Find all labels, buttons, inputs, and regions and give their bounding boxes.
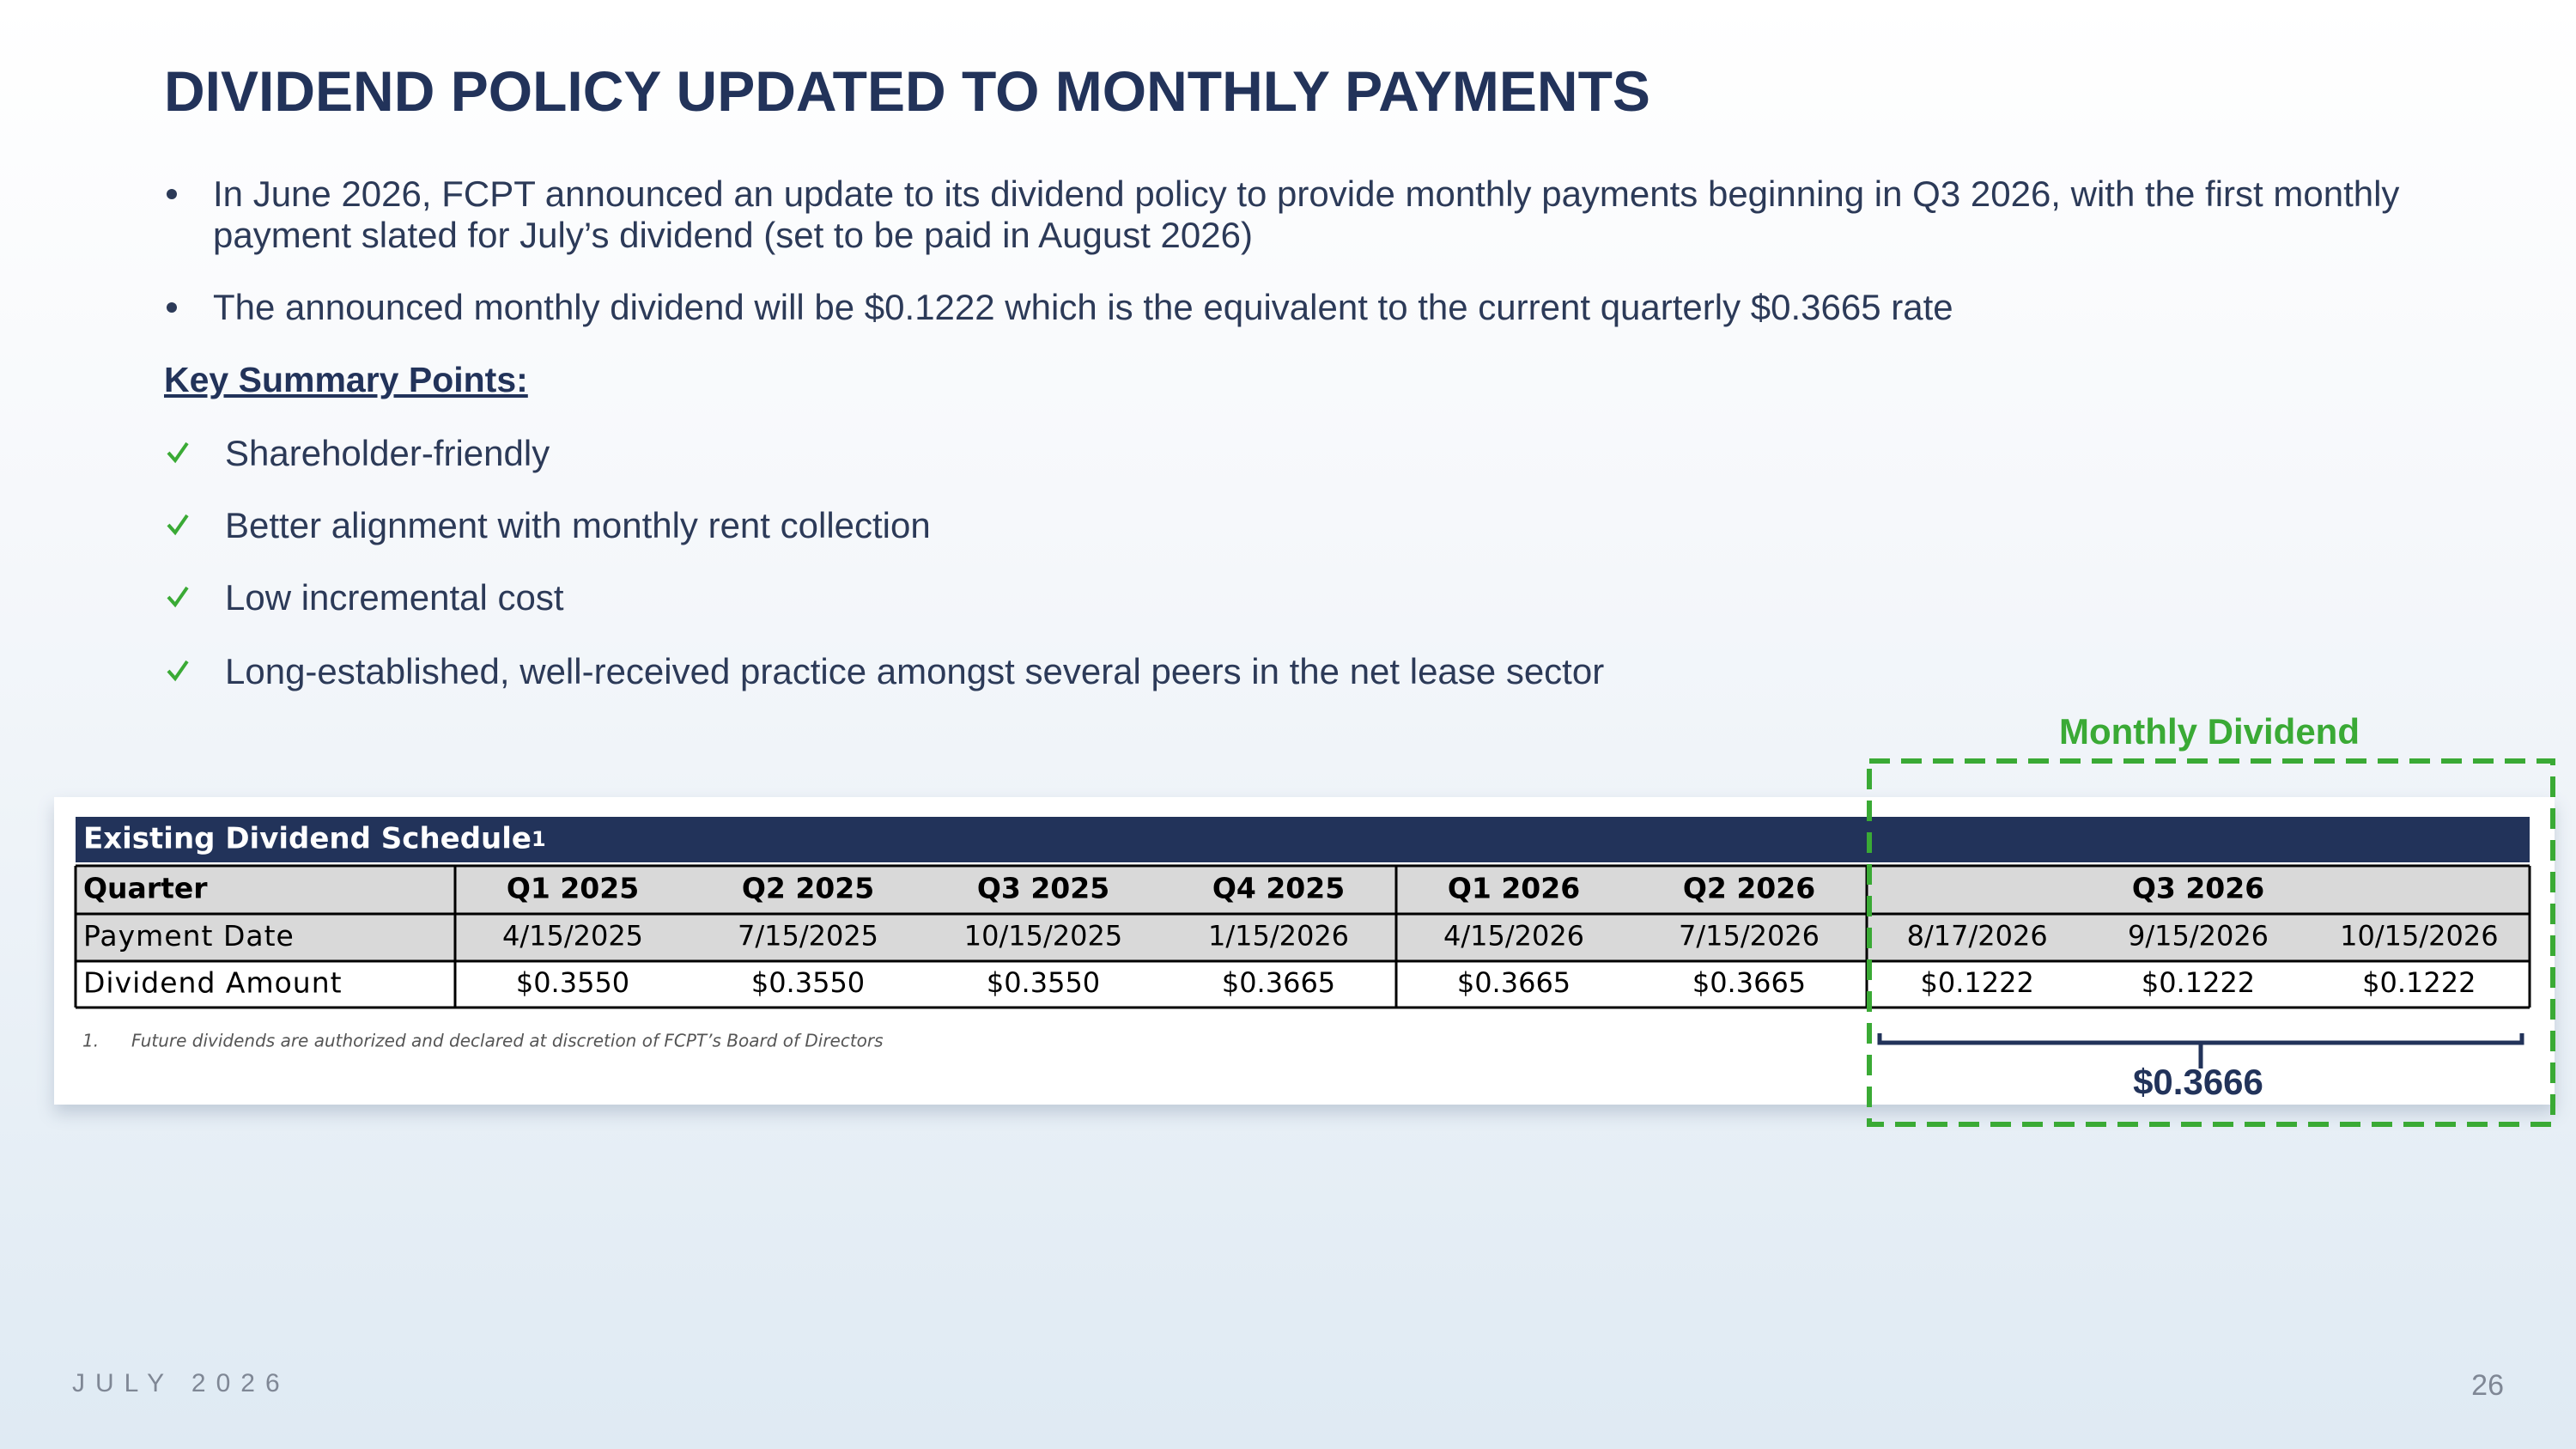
dividend-amount: $0.3550 xyxy=(987,966,1100,999)
dividend-table: Existing Dividend Schedule1 Quarter Paymen… xyxy=(74,817,2531,1009)
payment-date: 4/15/2026 xyxy=(1443,920,1584,953)
check-icon xyxy=(167,660,189,682)
dividend-amount: $0.1222 xyxy=(2362,966,2476,999)
payment-date: 7/15/2025 xyxy=(738,920,878,953)
quarter-header: Q3 2026 xyxy=(2132,872,2264,905)
dividend-amount: $0.3665 xyxy=(1457,966,1571,999)
quarter-header: Q1 2026 xyxy=(1448,872,1580,905)
key-point: Shareholder-friendly xyxy=(225,433,550,473)
key-point: Better alignment with monthly rent colle… xyxy=(225,505,931,545)
check-icons xyxy=(167,441,189,682)
dividend-amount: $0.1222 xyxy=(2142,966,2255,999)
dividend-amount: $0.3550 xyxy=(516,966,629,999)
dividend-amount: $0.1222 xyxy=(1921,966,2034,999)
quarter-header: Q1 2025 xyxy=(507,872,639,905)
key-points-heading: Key Summary Points: xyxy=(164,360,528,399)
row-header: Payment Date xyxy=(83,919,295,953)
payment-date: 4/15/2025 xyxy=(502,920,643,953)
key-point: Low incremental cost xyxy=(225,577,564,618)
table-title-note: 1 xyxy=(532,827,546,851)
table-title: Existing Dividend Schedule1 xyxy=(83,822,546,856)
callout-total: $0.3666 xyxy=(2133,1062,2263,1102)
row-bg xyxy=(76,961,2530,1008)
bullet-dot xyxy=(167,189,177,199)
footnote-number: 1. xyxy=(82,1031,99,1051)
dividend-amount: $0.3665 xyxy=(1692,966,1806,999)
footer-date: JULY 2026 xyxy=(72,1369,290,1397)
row-header: Dividend Amount xyxy=(83,966,343,1000)
payment-date: 7/15/2026 xyxy=(1679,920,1820,953)
table-title-bar xyxy=(76,817,2530,862)
page-number: 26 xyxy=(2471,1369,2504,1402)
key-point: Long-established, well-received practice… xyxy=(225,651,1605,691)
check-icon xyxy=(167,441,189,464)
payment-date: 9/15/2026 xyxy=(2128,920,2269,953)
bullet-text: The announced monthly dividend will be $… xyxy=(213,287,1953,327)
row-header: Quarter xyxy=(83,872,208,905)
bracket xyxy=(1877,1033,2524,1068)
payment-date: 10/15/2026 xyxy=(2340,920,2498,953)
callout-label: Monthly Dividend xyxy=(2059,711,2360,752)
payment-date: 8/17/2026 xyxy=(1907,920,2048,953)
bullet-text: In June 2026, FCPT announced an update t… xyxy=(213,174,2400,255)
payment-date: 1/15/2026 xyxy=(1208,920,1349,953)
payment-date: 10/15/2025 xyxy=(964,920,1122,953)
quarter-header: Q3 2025 xyxy=(977,872,1109,905)
check-icon xyxy=(167,514,189,536)
callout-box xyxy=(1867,758,2555,1127)
quarter-header: Q2 2026 xyxy=(1683,872,1815,905)
check-icon xyxy=(167,586,189,608)
dividend-amount: $0.3665 xyxy=(1222,966,1335,999)
bullet-dot xyxy=(167,302,177,313)
slide-title: DIVIDEND POLICY UPDATED TO MONTHLY PAYME… xyxy=(164,59,1650,123)
quarter-header: Q2 2025 xyxy=(742,872,874,905)
footnote-text: Future dividends are authorized and decl… xyxy=(131,1031,884,1051)
dividend-amount: $0.3550 xyxy=(751,966,865,999)
quarter-header: Q4 2025 xyxy=(1212,872,1345,905)
